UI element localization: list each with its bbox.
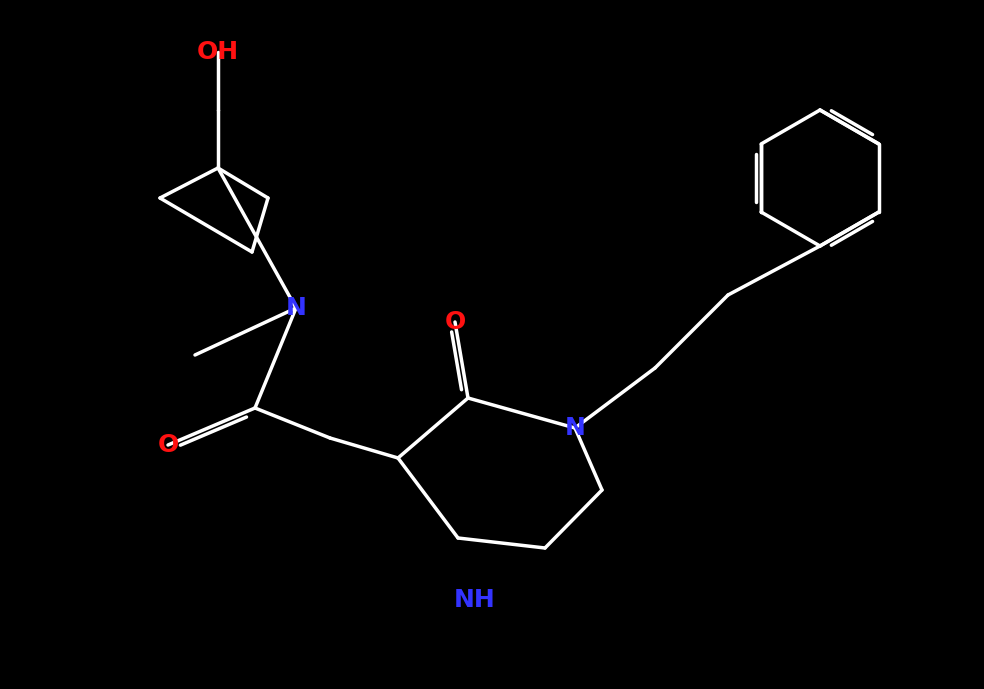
Text: OH: OH bbox=[197, 40, 239, 64]
Text: O: O bbox=[157, 433, 179, 457]
Text: O: O bbox=[445, 310, 465, 334]
Text: NH: NH bbox=[455, 588, 496, 612]
Text: N: N bbox=[565, 416, 585, 440]
Text: N: N bbox=[285, 296, 306, 320]
